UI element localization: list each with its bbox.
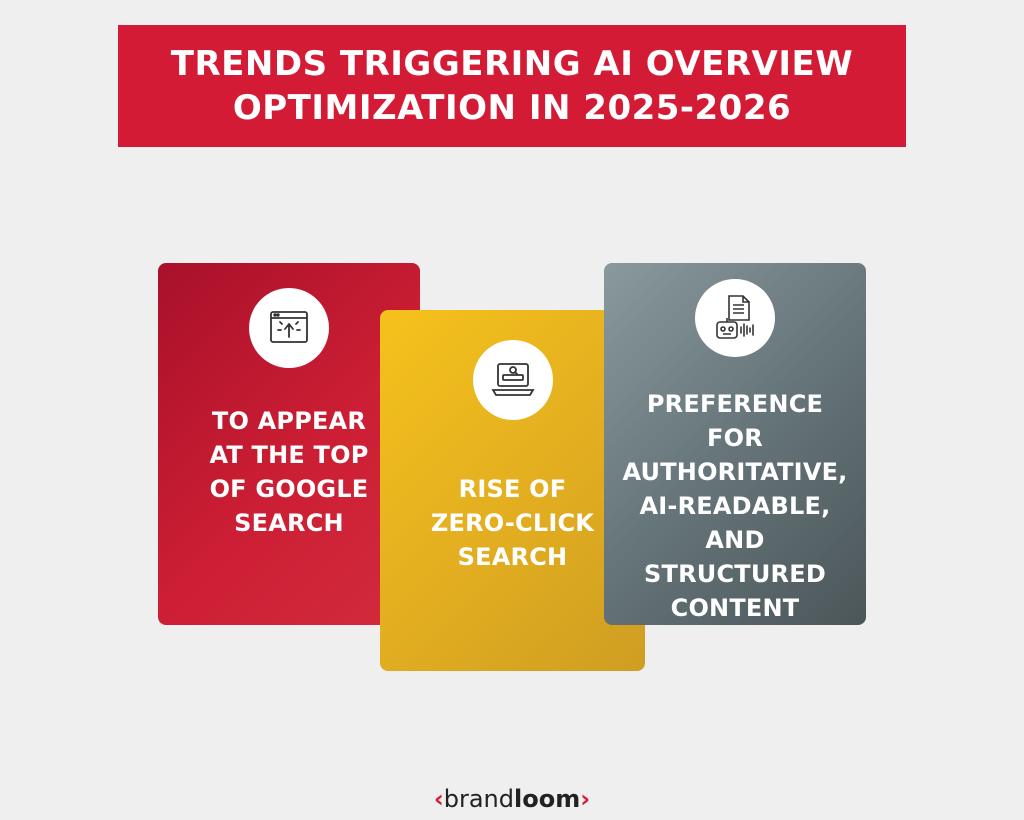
- brandloom-logo: ‹brandloom›: [433, 785, 591, 813]
- trend-card-text: RISE OF ZERO-CLICK SEARCH: [430, 475, 595, 571]
- trend-card-top-of-search: TO APPEAR AT THE TOP OF GOOGLE SEARCH: [158, 263, 420, 625]
- trend-card-text: TO APPEAR AT THE TOP OF GOOGLE SEARCH: [209, 407, 369, 537]
- trend-card-text: PREFERENCE FOR AUTHORITATIVE, AI-READABL…: [622, 390, 848, 622]
- browser-cursor-icon: [249, 288, 329, 368]
- laptop-search-icon: [472, 340, 553, 420]
- trend-card-zero-click: RISE OF ZERO-CLICK SEARCH: [380, 310, 645, 671]
- title-banner: TRENDS TRIGGERING AI OVERVIEW OPTIMIZATI…: [118, 25, 906, 147]
- title-line-2: OPTIMIZATION IN 2025-2026: [232, 88, 792, 128]
- title-line-1: TRENDS TRIGGERING AI OVERVIEW: [170, 44, 854, 84]
- trend-card-structured-content: PREFERENCE FOR AUTHORITATIVE, AI-READABL…: [604, 263, 866, 625]
- document-robot-icon: [695, 279, 775, 357]
